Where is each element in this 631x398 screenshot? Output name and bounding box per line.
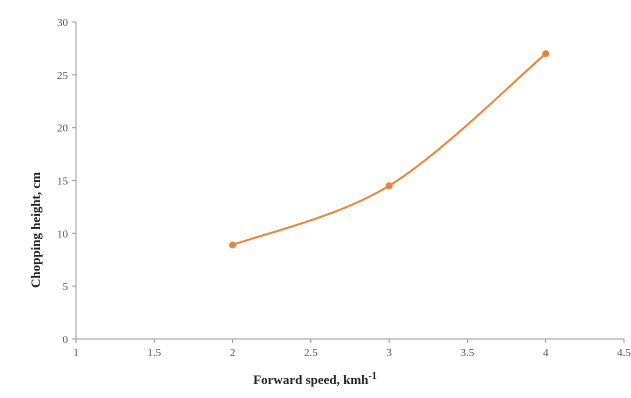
x-tick-label: 1.5 [147, 347, 161, 359]
y-tick-label: 15 [57, 176, 69, 188]
y-tick-label: 5 [63, 281, 69, 293]
x-tick-label: 3.5 [461, 347, 475, 359]
x-tick-label: 2.5 [304, 347, 318, 359]
y-axis-title: Chopping height, cm [28, 172, 43, 288]
x-tick-label: 1 [73, 347, 79, 359]
axes [72, 21, 625, 343]
x-tick-label: 2 [230, 347, 236, 359]
x-axis-title-superscript: -1 [368, 371, 376, 382]
y-tick-label: 0 [63, 334, 69, 346]
y-tick-label: 20 [57, 123, 69, 135]
data-point [229, 241, 237, 249]
y-tick-label: 30 [57, 17, 69, 29]
data-point [542, 50, 550, 58]
x-axis-title: Forward speed, kmh-1 [253, 371, 377, 387]
y-tick-label: 25 [57, 70, 69, 82]
y-tick-label: 10 [57, 228, 69, 240]
series-layer [229, 50, 550, 249]
data-point [385, 182, 393, 190]
x-axis-title-text: Forward speed, kmh [253, 372, 369, 387]
x-tick-label: 4.5 [617, 347, 631, 359]
x-tick-label: 3 [386, 347, 392, 359]
series-line [232, 52, 547, 246]
x-tick-label: 4 [543, 347, 549, 359]
tick-labels: 0 5 10 15 20 25 30 1 1.5 2 2.5 3 3.5 4 4.5 [57, 17, 631, 359]
